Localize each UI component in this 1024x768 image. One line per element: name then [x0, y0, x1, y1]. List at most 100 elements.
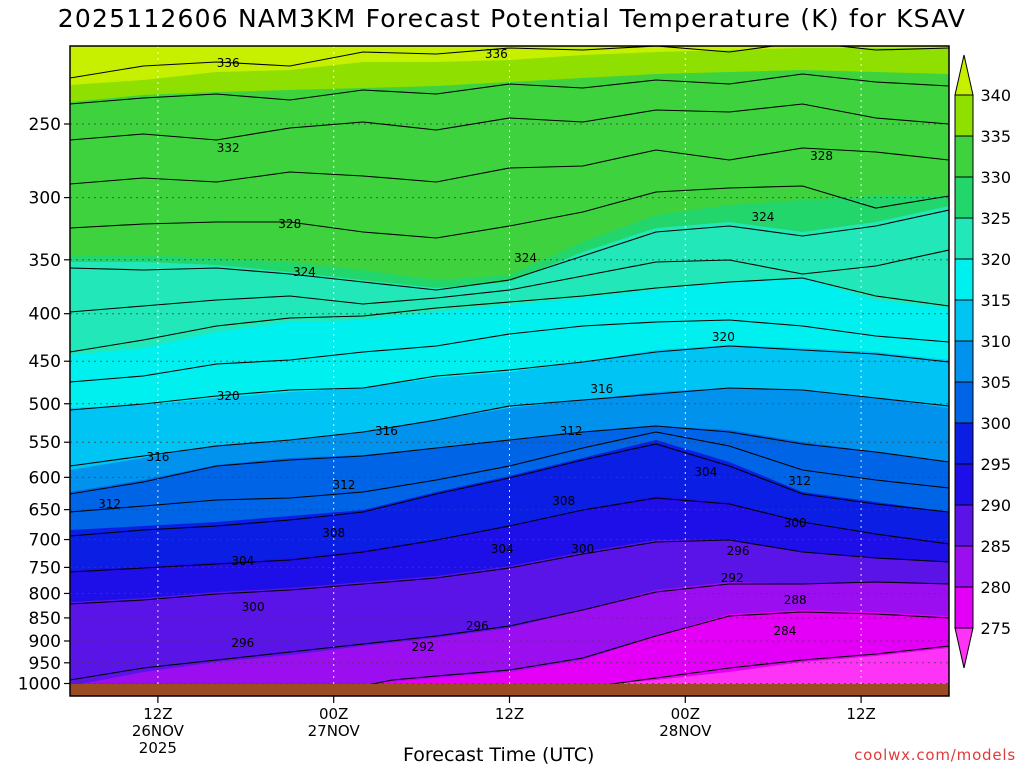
colorbar-swatch-325: [954, 176, 974, 219]
y-tick-label-450: 450: [29, 352, 61, 372]
contour-label-292: 292: [721, 571, 744, 585]
contour-316: [70, 345, 949, 411]
colorbar-label-285: 285: [980, 537, 1011, 556]
y-tick-label-800: 800: [29, 584, 61, 604]
contour-line-11: [70, 425, 949, 495]
contour-label-332: 332: [217, 141, 240, 155]
colorbar-label-330: 330: [980, 168, 1011, 187]
colorbar-swatch-330: [954, 135, 974, 178]
contour-292: [70, 581, 949, 681]
y-tick-label-900: 900: [29, 632, 61, 652]
contour-288: [362, 611, 949, 687]
contour-label-296: 296: [466, 619, 489, 633]
colorbar: 340 335 330 325 320 315 310 305 300 295 290 285 280 2…: [954, 54, 1011, 669]
contour-304: [70, 443, 949, 537]
y-tick-label-750: 750: [29, 558, 61, 578]
contour-label-328: 328: [810, 149, 833, 163]
contour-332: [70, 103, 949, 141]
contour-label-324: 324: [514, 251, 537, 265]
y-tick-label-300: 300: [29, 189, 61, 209]
x-tick-label-3-1: 00Z: [671, 705, 700, 723]
contour-label-316: 316: [146, 450, 169, 464]
y-tick-label-1000: 1000: [18, 675, 61, 695]
colorbar-swatch-335: [954, 94, 974, 137]
contour-300: [70, 497, 949, 573]
contour-line-8: [70, 319, 949, 383]
colorbar-label-315: 315: [980, 291, 1011, 310]
x-tick-label-0-2: 26NOV: [132, 722, 185, 740]
colorbar-label-300: 300: [980, 414, 1011, 433]
contour-label-304: 304: [491, 542, 514, 556]
contour-324: [70, 209, 949, 291]
contour-312: [70, 387, 949, 467]
contour-label-324: 324: [751, 210, 774, 224]
contour-label-320: 320: [712, 330, 735, 344]
colorbar-swatch-320: [954, 217, 974, 260]
plot-area: 336 336 332 328 328 324 324 324 320 320 316 316 316 3…: [70, 46, 949, 696]
colorbar-label-275: 275: [980, 619, 1011, 638]
colorbar-swatch-275: [954, 586, 974, 629]
y-tick-label-500: 500: [29, 395, 61, 415]
colorbar-label-280: 280: [980, 578, 1011, 597]
contour-label-320: 320: [217, 389, 240, 403]
colorbar-label-290: 290: [980, 496, 1011, 515]
band-336: [70, 46, 949, 85]
colorbar-swatch-280: [954, 545, 974, 588]
contour-label-304: 304: [231, 554, 254, 568]
colorbar-swatch-310: [954, 299, 974, 342]
x-tick-label-4-1: 12Z: [846, 705, 875, 723]
contour-label-292: 292: [412, 640, 435, 654]
contour-284: [597, 645, 949, 687]
x-tick-label-1-1: 00Z: [319, 705, 348, 723]
colorbar-label-310: 310: [980, 332, 1011, 351]
contour-label-300: 300: [784, 516, 807, 530]
x-tick-label-2-1: 12Z: [495, 705, 524, 723]
contour-label-324: 324: [293, 265, 316, 279]
y-tick-label-550: 550: [29, 433, 61, 453]
contour-label-284: 284: [773, 624, 796, 638]
contour-label-316: 316: [590, 382, 613, 396]
contour-320: [70, 277, 949, 353]
contour-label-316: 316: [375, 424, 398, 438]
contour-label-308: 308: [322, 526, 345, 540]
colorbar-swatch-290: [954, 463, 974, 506]
contour-label-336: 336: [217, 56, 240, 70]
y-tick-label-400: 400: [29, 305, 61, 325]
colorbar-label-320: 320: [980, 250, 1011, 269]
colorbar-label-295: 295: [980, 455, 1011, 474]
colorbar-swatch-305: [954, 340, 974, 383]
contour-line-1: [70, 73, 949, 105]
contour-label-300: 300: [242, 600, 265, 614]
colorbar-label-335: 335: [980, 127, 1011, 146]
y-tick-label-700: 700: [29, 531, 61, 551]
y-tick-label-950: 950: [29, 654, 61, 674]
contour-label-308: 308: [552, 494, 575, 508]
contour-296: [70, 539, 949, 605]
y-tick-label-250: 250: [29, 115, 61, 135]
contour-308: [70, 431, 949, 513]
contour-328: [70, 185, 949, 239]
x-tick-label-3-2: 28NOV: [659, 722, 712, 740]
x-tick-label-0-1: 12Z: [143, 705, 172, 723]
y-tick-label-600: 600: [29, 468, 61, 488]
colorbar-top-arrow: [954, 54, 974, 96]
x-tick-label-1-2: 27NOV: [308, 722, 361, 740]
colorbar-swatch-300: [954, 381, 974, 424]
contour-lines: [70, 46, 949, 687]
contour-336: [70, 46, 949, 79]
x-axis-label: Forecast Time (UTC): [403, 744, 595, 766]
contour-label-336: 336: [485, 47, 508, 61]
contour-labels: 336 336 332 328 328 324 324 324 320 320 316 316 316 3…: [98, 47, 833, 654]
colorbar-label-305: 305: [980, 373, 1011, 392]
colorbar-label-325: 325: [980, 209, 1011, 228]
colorbar-swatch-285: [954, 504, 974, 547]
contour-label-312: 312: [788, 474, 811, 488]
colorbar-bottom-arrow: [954, 627, 974, 669]
y-tick-label-350: 350: [29, 251, 61, 271]
credit-link[interactable]: coolwx.com/models: [854, 746, 1016, 764]
contour-line-6: [70, 249, 949, 313]
contour-label-300: 300: [571, 542, 594, 556]
